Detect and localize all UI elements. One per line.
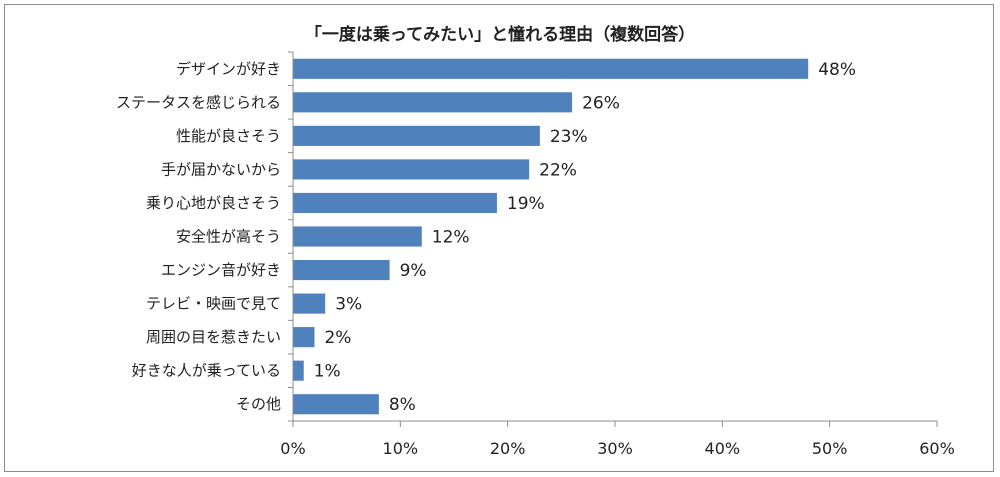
x-tick-label-1: 10% (383, 439, 419, 458)
bar-1 (293, 92, 573, 113)
bar-10 (293, 394, 379, 415)
bar-8 (293, 327, 315, 348)
x-tick-label-0: 0% (280, 439, 305, 458)
category-label-10: その他 (236, 395, 281, 413)
category-label-3: 手が届かないから (161, 160, 281, 178)
bar-7 (293, 293, 326, 314)
category-label-2: 性能が良さそう (176, 127, 281, 145)
category-label-5: 安全性が高そう (176, 228, 281, 246)
bar-4 (293, 192, 497, 214)
bar-2 (293, 125, 540, 146)
value-label-6: 9% (400, 261, 427, 281)
x-tick-label-4: 40% (705, 439, 741, 458)
bar-3 (293, 159, 530, 180)
value-label-7: 3% (335, 295, 362, 315)
value-label-5: 12% (432, 228, 470, 248)
value-label-1: 26% (582, 93, 620, 113)
bar-0 (293, 58, 809, 79)
value-label-3: 22% (539, 160, 577, 180)
category-label-1: ステータスを感じられる (116, 93, 281, 111)
value-label-10: 8% (389, 395, 416, 415)
value-label-9: 1% (314, 362, 341, 382)
category-label-8: 周囲の目を惹きたい (146, 328, 281, 346)
chart-title: 「一度は乗ってみたい」と憧れる理由（複数回答） (304, 25, 696, 45)
category-label-7: テレビ・映画で見て (146, 295, 281, 313)
x-tick-label-3: 30% (597, 439, 633, 458)
category-label-9: 好きな人が乗っている (132, 362, 281, 380)
category-label-6: エンジン音が好き (161, 261, 281, 279)
bar-5 (293, 226, 422, 247)
bar-9 (293, 360, 304, 381)
value-label-8: 2% (324, 328, 351, 348)
value-label-4: 19% (507, 194, 545, 214)
category-label-0: デザインが好き (176, 60, 281, 78)
value-label-0: 48% (818, 60, 856, 80)
chart-frame (4, 4, 994, 472)
x-tick-label-5: 50% (812, 439, 848, 458)
value-label-2: 23% (550, 127, 588, 147)
category-label-4: 乗り心地が良さそう (146, 194, 281, 212)
bar-6 (293, 259, 390, 281)
x-tick-label-2: 20% (490, 439, 526, 458)
x-tick-label-6: 60% (919, 439, 955, 458)
